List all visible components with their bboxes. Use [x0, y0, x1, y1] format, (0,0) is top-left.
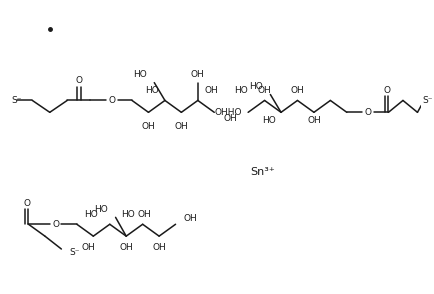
Text: OH: OH [174, 122, 188, 131]
Text: HO: HO [145, 86, 159, 95]
Text: HO: HO [249, 82, 263, 91]
Text: O: O [75, 76, 82, 85]
Text: HO: HO [133, 70, 147, 79]
Text: Sn³⁺: Sn³⁺ [250, 167, 275, 177]
Text: OH: OH [152, 243, 166, 252]
Text: OH: OH [307, 116, 321, 125]
Text: OH: OH [82, 243, 95, 252]
Text: S⁻: S⁻ [11, 96, 22, 105]
Text: HO: HO [94, 205, 108, 214]
Text: OH: OH [191, 70, 205, 79]
Text: OH: OH [224, 114, 238, 123]
Text: OHHO: OHHO [214, 108, 242, 117]
Text: OH: OH [119, 243, 133, 252]
Text: O: O [23, 199, 30, 208]
Text: O: O [365, 108, 372, 117]
Text: OH: OH [183, 214, 197, 223]
Text: OH: OH [258, 86, 271, 95]
Text: O: O [383, 86, 390, 95]
Text: HO: HO [121, 210, 135, 219]
Text: O: O [108, 96, 115, 105]
Text: OH: OH [291, 86, 304, 95]
Text: S⁻: S⁻ [422, 96, 433, 105]
Text: O: O [52, 220, 59, 229]
Text: OH: OH [204, 86, 218, 95]
Text: S⁻: S⁻ [69, 248, 79, 258]
Text: HO: HO [234, 86, 248, 95]
Text: OH: OH [138, 210, 151, 219]
Text: HO: HO [84, 210, 98, 219]
Text: HO: HO [263, 116, 276, 125]
Text: OH: OH [141, 122, 155, 131]
